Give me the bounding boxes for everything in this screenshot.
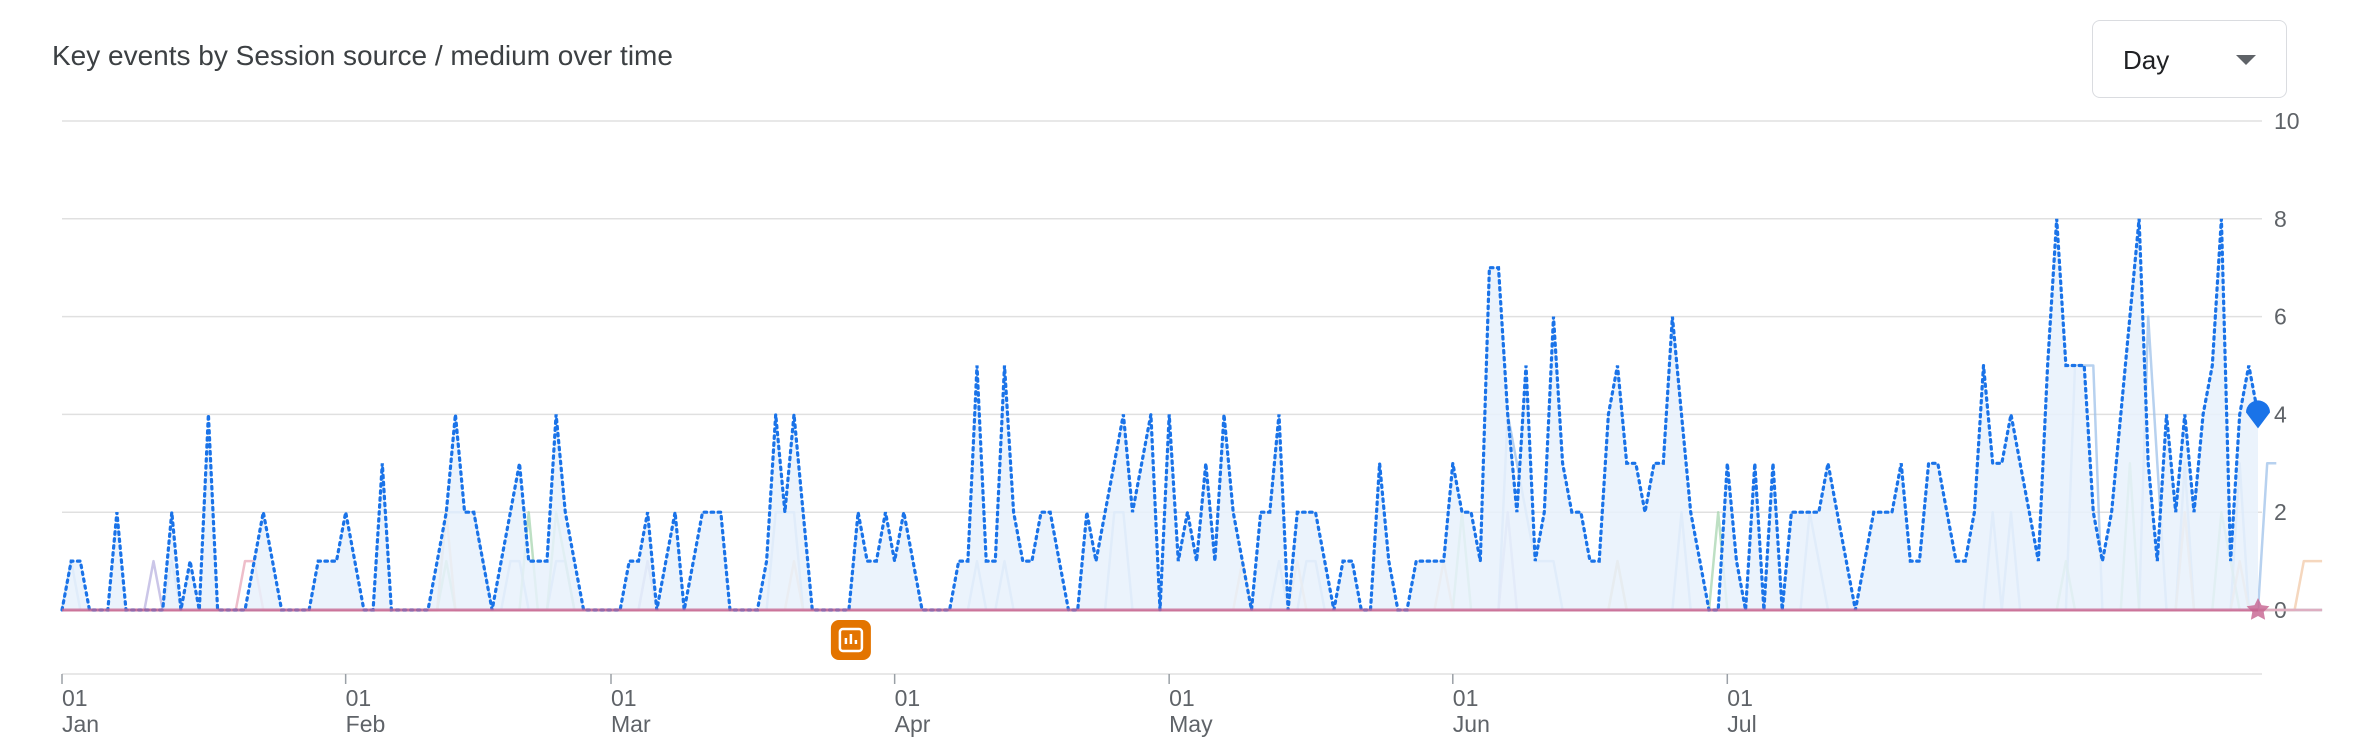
x-tick-day: 01 xyxy=(62,685,88,711)
x-tick-month: Jul xyxy=(1727,711,1756,737)
x-tick-month: Jan xyxy=(62,711,99,737)
y-tick-label: 2 xyxy=(2274,499,2287,525)
x-tick-month: Mar xyxy=(611,711,651,737)
x-tick-month: Feb xyxy=(346,711,386,737)
baseline-end-marker[interactable] xyxy=(2246,598,2270,620)
insights-icon[interactable] xyxy=(830,620,871,660)
x-tick-month: May xyxy=(1169,711,1213,737)
x-tick-day: 01 xyxy=(346,685,372,711)
y-tick-label: 4 xyxy=(2274,401,2287,427)
y-tick-label: 6 xyxy=(2274,304,2287,330)
y-tick-label: 10 xyxy=(2274,108,2300,134)
x-tick-month: Apr xyxy=(895,711,931,737)
x-tick-day: 01 xyxy=(611,685,637,711)
series-end-marker[interactable] xyxy=(2246,400,2270,429)
x-tick-day: 01 xyxy=(1727,685,1753,711)
x-tick-day: 01 xyxy=(895,685,921,711)
y-tick-label: 8 xyxy=(2274,206,2287,232)
x-tick-day: 01 xyxy=(1169,685,1195,711)
chart-title: Key events by Session source / medium ov… xyxy=(52,40,673,71)
granularity-dropdown[interactable]: Day xyxy=(2092,20,2287,98)
x-tick-month: Jun xyxy=(1453,711,1490,737)
x-tick-day: 01 xyxy=(1453,685,1479,711)
chevron-down-icon xyxy=(2236,55,2256,65)
granularity-selected-label: Day xyxy=(2123,45,2170,75)
primary-series-area xyxy=(62,218,2258,611)
